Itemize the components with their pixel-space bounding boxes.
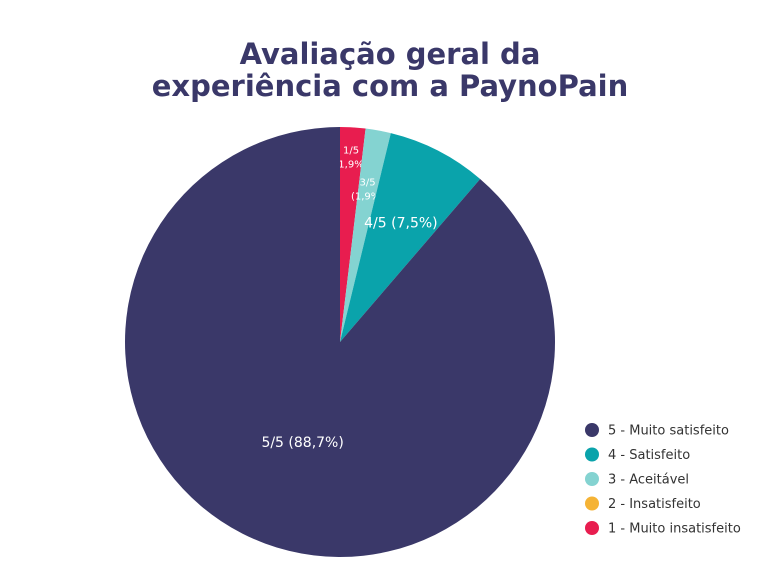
pie-slice <box>340 127 366 342</box>
legend-marker <box>585 423 599 437</box>
legend-label: 2 - Insatisfeito <box>608 497 701 512</box>
pie-slice <box>340 133 481 342</box>
legend-label: 5 - Muito satisfeito <box>608 424 729 439</box>
data-label: 4/5 (7,5%) <box>364 215 437 231</box>
data-label: 1/5 (1,9%) <box>334 145 367 170</box>
legend-label: 4 - Satisfeito <box>608 448 690 463</box>
data-label: 5/5 (88,7%) <box>261 435 343 451</box>
data-label: 3/5 (1,9%) <box>351 178 384 203</box>
legend-label: 3 - Aceitável <box>608 473 689 488</box>
chart-title: Avaliação geral da experiência com a Pay… <box>151 37 629 103</box>
legend-marker <box>585 472 599 486</box>
pie-slice <box>125 127 555 557</box>
legend-label: 1 - Muito insatisfeito <box>608 522 741 537</box>
legend-marker <box>585 521 599 535</box>
legend-marker <box>585 496 599 511</box>
pie-slice <box>340 128 391 342</box>
legend-marker <box>585 447 599 462</box>
